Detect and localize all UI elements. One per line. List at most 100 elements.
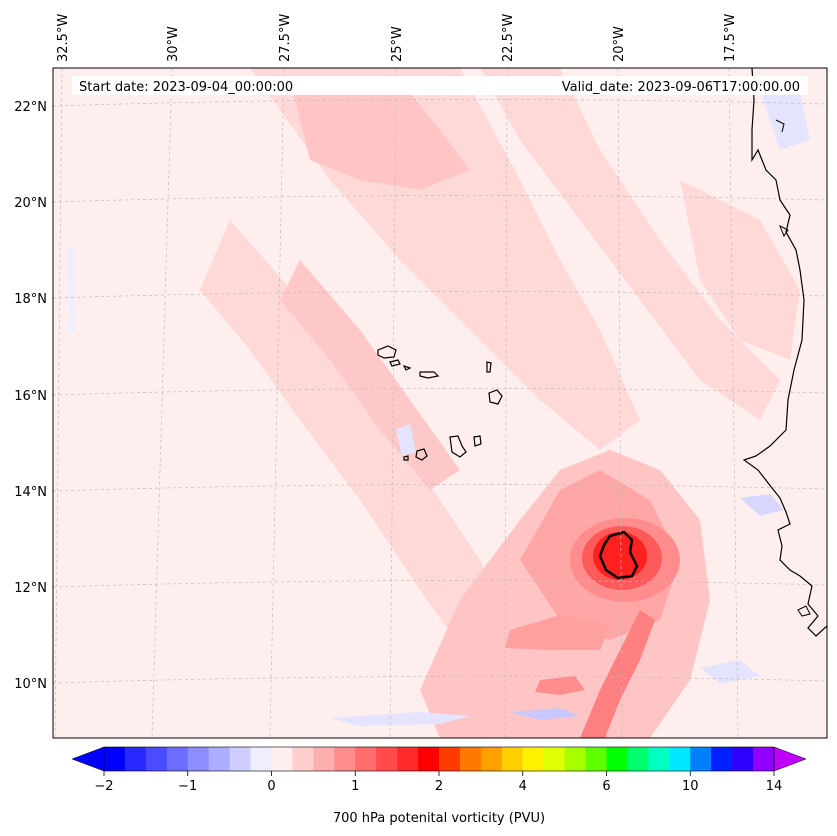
colorbar-swatch [543, 747, 566, 771]
valid-date-label: Valid_date: 2023-09-06T17:00:00.00 [562, 80, 800, 95]
africa-coast-detail-north [775, 119, 785, 133]
colorbar-swatch [271, 747, 293, 771]
colorbar-tick-label: −2 [94, 779, 113, 794]
pv-streak-southwest [505, 615, 610, 650]
pv-negative-patch-northeast [760, 90, 810, 150]
lat-label: 18°N [14, 292, 47, 307]
latitude-labels: 22°N 20°N 18°N 16°N 14°N 12°N 10°N [14, 100, 47, 692]
colorbar-swatch [522, 747, 545, 771]
africa-coastline [742, 68, 827, 637]
colorbar-tick-label: 0 [267, 779, 275, 794]
colorbar-ticks: −2 −1 0 1 2 4 6 10 14 [94, 771, 782, 794]
colorbar-swatch [585, 747, 607, 771]
pv-band-east [480, 68, 780, 420]
colorbar-swatch [564, 747, 586, 771]
pv-max-contour [598, 530, 639, 580]
colorbar-tick-label: 10 [682, 779, 699, 794]
lat-label: 22°N [14, 100, 47, 115]
lon-label: 27.5°W [278, 14, 293, 62]
colorbar-tick-label: 6 [602, 779, 610, 794]
colorbar-swatches [104, 747, 775, 771]
pv-band-northwest-core [290, 80, 470, 190]
colorbar-swatch [166, 747, 189, 771]
colorbar-tick-label: 1 [351, 779, 359, 794]
colorbar-tick-label: 14 [766, 779, 783, 794]
island-maio [473, 435, 482, 447]
island-fogo [415, 448, 428, 461]
pv-negative-patch-east-2 [700, 660, 760, 684]
colorbar-swatch [480, 747, 503, 771]
colorbar-swatch [229, 747, 251, 771]
africa-coast-detail-bay [779, 224, 789, 238]
cape-verde-islands [377, 345, 503, 461]
island-santiago [449, 435, 467, 458]
colorbar: −2 −1 0 1 2 4 6 10 14 700 hPa potenital vorticit… [71, 746, 807, 826]
pv-band-central [200, 220, 520, 660]
colorbar-swatch [250, 747, 272, 771]
colorbar-swatch [690, 747, 712, 771]
island-boa-vista [488, 389, 503, 405]
colorbar-swatch [145, 747, 168, 771]
lat-label: 12°N [14, 581, 47, 596]
colorbar-swatch [606, 747, 628, 771]
pv-streak-south [580, 610, 655, 738]
colorbar-swatch [124, 747, 147, 771]
colorbar-swatch [187, 747, 210, 771]
longitude-labels: 32.5°W 30°W 27.5°W 25°W 22.5°W 20°W 17.5… [56, 14, 738, 62]
colorbar-swatch [459, 747, 482, 771]
pv-negative-patch-west [66, 248, 76, 336]
pv-band-inner [280, 260, 460, 490]
colorbar-tick-label: 4 [519, 779, 527, 794]
lat-label: 20°N [14, 196, 47, 211]
island-brava [403, 455, 409, 461]
lon-label: 30°W [166, 26, 181, 62]
africa-coast-detail-islands [797, 605, 811, 617]
colorbar-swatch [439, 747, 461, 771]
pv-band-far-east [680, 180, 800, 360]
pv-negative-patch-center [396, 424, 416, 456]
colorbar-swatch [334, 747, 356, 771]
colorbar-tick-label: 2 [435, 779, 443, 794]
map-panel [53, 68, 827, 738]
island-sao-nicolau [419, 371, 440, 379]
date-header-box [72, 76, 808, 95]
island-sal [486, 361, 492, 373]
island-sao-vicente [389, 359, 401, 367]
colorbar-title: 700 hPa potenital vorticity (PVU) [333, 811, 545, 826]
colorbar-swatch [669, 747, 691, 771]
island-santa-luzia [402, 364, 412, 371]
graticule [53, 68, 827, 738]
colorbar-swatch [711, 747, 733, 771]
map-frame [52, 67, 828, 739]
lon-label: 25°W [390, 26, 405, 62]
colorbar-swatch [627, 747, 649, 771]
colorbar-swatch [376, 747, 398, 771]
lat-label: 10°N [14, 677, 47, 692]
start-date-label: Start date: 2023-09-04_00:00:00 [79, 80, 293, 95]
colorbar-swatch [397, 747, 419, 771]
lon-label: 20°W [612, 26, 627, 62]
lon-label: 22.5°W [501, 14, 516, 62]
colorbar-swatch [418, 747, 440, 771]
lon-label: 17.5°W [723, 14, 738, 62]
lon-label: 32.5°W [56, 14, 71, 62]
lat-label: 16°N [14, 389, 47, 404]
pv-negative-patch-east [740, 494, 784, 516]
colorbar-tick-label: −1 [178, 779, 197, 794]
colorbar-swatch [292, 747, 314, 771]
colorbar-swatch [355, 747, 377, 771]
pv-negative-strip-south-east [510, 708, 580, 720]
colorbar-swatch [313, 747, 335, 771]
colorbar-swatch [648, 747, 670, 771]
colorbar-swatch [104, 747, 126, 771]
island-santo-antao [377, 345, 397, 359]
pv-blob-south [535, 676, 585, 695]
pv-negative-strip-south [330, 712, 470, 726]
colorbar-high-extend [773, 746, 807, 772]
lat-label: 14°N [14, 485, 47, 500]
colorbar-swatch [753, 747, 775, 771]
colorbar-swatch [732, 747, 754, 771]
colorbar-low-extend [71, 746, 105, 772]
colorbar-swatch [208, 747, 231, 771]
